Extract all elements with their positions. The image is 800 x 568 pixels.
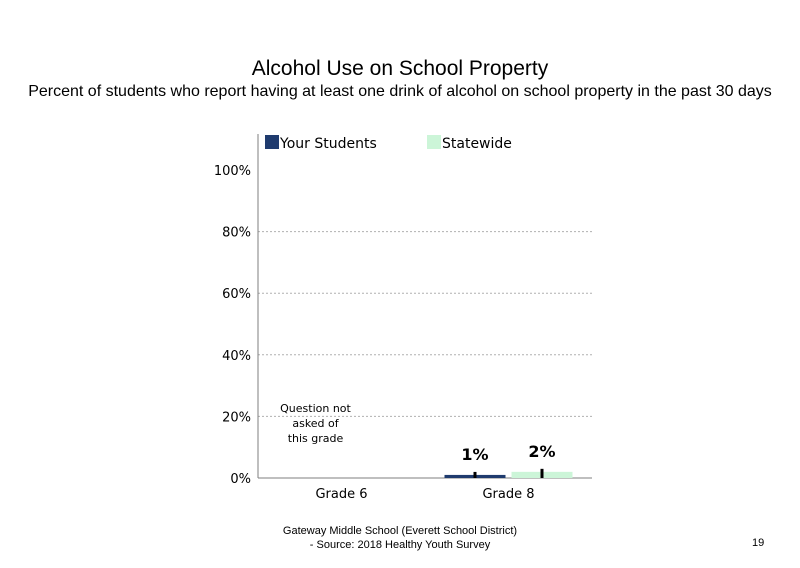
- not-asked-note: asked of: [292, 417, 339, 430]
- legend-label: Statewide: [442, 136, 512, 152]
- x-tick-label: Grade 6: [315, 487, 367, 502]
- x-tick-label: Grade 8: [482, 487, 534, 502]
- error-bar: [473, 471, 477, 478]
- not-asked-note: Question not: [280, 402, 351, 415]
- data-label: 1%: [461, 445, 488, 464]
- y-tick-label: 40%: [222, 349, 251, 364]
- y-tick-label: 60%: [222, 287, 251, 302]
- y-tick-label: 100%: [214, 164, 251, 179]
- not-asked-note: this grade: [288, 432, 344, 445]
- chart-title: Alcohol Use on School Property: [251, 57, 549, 80]
- footer-survey: - Source: 2018 Healthy Youth Survey: [309, 539, 491, 551]
- footer-source: Gateway Middle School (Everett School Di…: [200, 524, 600, 552]
- error-bar: [540, 468, 544, 478]
- y-tick-label: 0%: [230, 472, 251, 487]
- chart-subtitle: Percent of students who report having at…: [28, 83, 772, 100]
- legend-swatch: [427, 135, 441, 149]
- page-number: 19: [752, 537, 765, 549]
- legend-label: Your Students: [279, 136, 377, 152]
- y-tick-label: 80%: [222, 226, 251, 241]
- y-tick-label: 20%: [222, 410, 251, 425]
- data-label: 2%: [528, 442, 555, 461]
- legend-swatch: [265, 135, 279, 149]
- footer-school: Gateway Middle School (Everett School Di…: [282, 525, 518, 537]
